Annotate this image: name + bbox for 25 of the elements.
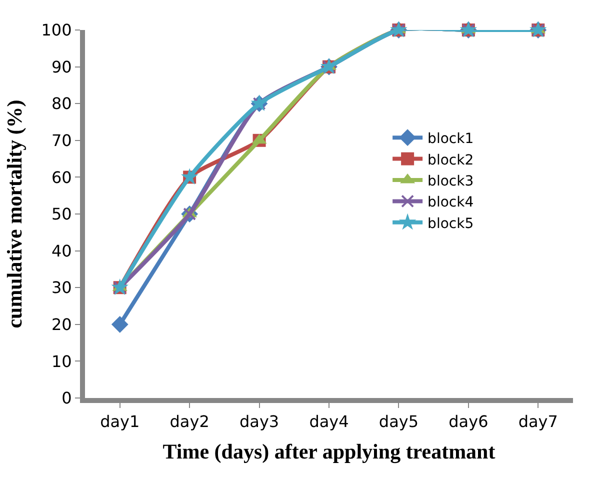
legend-label: block5: [428, 216, 474, 232]
x-tick-label: day5: [378, 412, 419, 432]
y-tick-label: 80: [51, 94, 72, 114]
x-tick-label: day3: [239, 412, 280, 432]
y-tick-label: 10: [51, 352, 72, 371]
y-tick-label: 100: [41, 20, 72, 40]
x-tick-label: day7: [518, 412, 558, 432]
y-axis-title: cumulative mortality (%): [2, 100, 26, 328]
x-tick-label: day4: [309, 412, 349, 432]
y-tick-label: 30: [51, 278, 72, 298]
y-tick-label: 70: [51, 131, 72, 150]
y-tick-label: 0: [62, 388, 72, 408]
legend-label: block4: [428, 194, 474, 211]
legend-label: block1: [428, 131, 474, 148]
legend-label: block2: [428, 152, 474, 168]
y-tick-label: 60: [51, 168, 72, 187]
y-tick-label: 20: [51, 315, 72, 334]
x-tick-label: day2: [170, 412, 210, 432]
x-tick-label: day1: [100, 412, 140, 432]
y-tick-label: 90: [51, 57, 72, 76]
y-tick-label: 40: [51, 241, 72, 260]
legend-label: block3: [428, 173, 474, 190]
x-axis-title: Time (days) after applying treatmant: [162, 439, 496, 464]
x-tick-label: day6: [448, 412, 488, 432]
y-tick-label: 50: [51, 204, 72, 224]
